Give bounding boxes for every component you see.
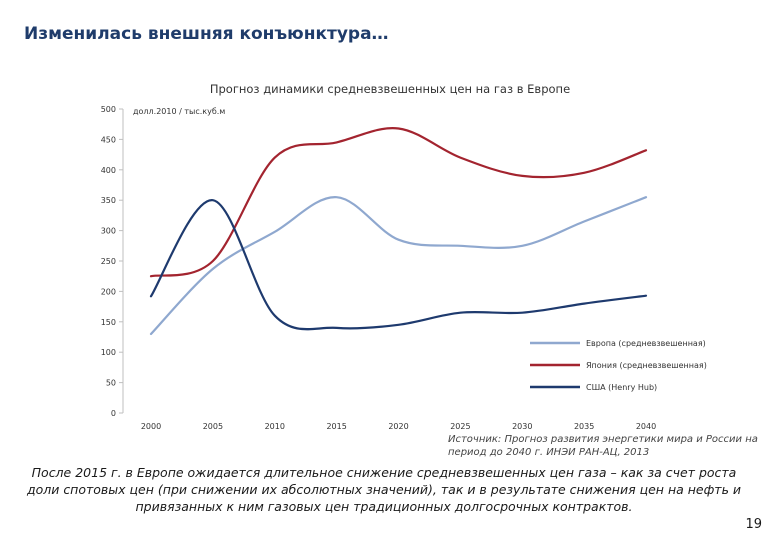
series-lines	[149, 127, 648, 336]
x-tick-label: 2005	[203, 422, 223, 431]
x-tick-label: 2015	[326, 422, 346, 431]
y-tick-label: 450	[101, 135, 116, 144]
x-axis-ticks: 2000 2005 2010 2015 2020 2025 2030 2035 2040	[141, 422, 656, 431]
slide-title: Изменилась внешняя конъюнктура…	[24, 24, 389, 44]
y-tick-label: 200	[101, 287, 116, 296]
x-tick-label: 2040	[636, 422, 656, 431]
source-note: Источник: Прогноз развития энергетики ми…	[448, 434, 758, 458]
y-tick-label: 50	[106, 379, 116, 388]
legend-item-usa-label: США (Henry Hub)	[586, 383, 657, 392]
x-tick-label: 2000	[141, 422, 161, 431]
y-axis-label: долл.2010 / тыс.куб.м	[133, 107, 225, 116]
x-tick-label: 2025	[450, 422, 470, 431]
x-tick-label: 2035	[574, 422, 594, 431]
y-tick-label: 150	[101, 318, 116, 327]
y-tick-label: 400	[101, 166, 116, 175]
y-tick-label: 350	[101, 196, 116, 205]
legend-item-europe-label: Европа (средневзвешенная)	[586, 339, 706, 348]
series-line-europe	[149, 196, 648, 336]
y-tick-label: 300	[101, 227, 116, 236]
chart-title: Прогноз динамики средневзвешенных цен на…	[209, 82, 571, 96]
series-line-usa	[149, 199, 648, 331]
legend-item-japan-label: Япония (средневзвешенная)	[586, 361, 707, 370]
conclusion-text: После 2015 г. в Европе ожидается длитель…	[26, 465, 742, 514]
legend: Европа (средневзвешенная) Япония (среднев…	[530, 339, 707, 392]
series-line-japan	[149, 127, 648, 278]
y-tick-label: 250	[101, 257, 116, 266]
x-tick-label: 2010	[265, 422, 285, 431]
y-tick-label: 100	[101, 348, 116, 357]
y-tick-label: 0	[111, 409, 116, 418]
y-axis-ticks: 0 50 100 150 200 250 300 350 400 450 500	[101, 105, 123, 418]
x-tick-label: 2020	[388, 422, 408, 431]
x-tick-label: 2030	[512, 422, 532, 431]
page-number: 19	[745, 517, 762, 532]
y-tick-label: 500	[101, 105, 116, 114]
